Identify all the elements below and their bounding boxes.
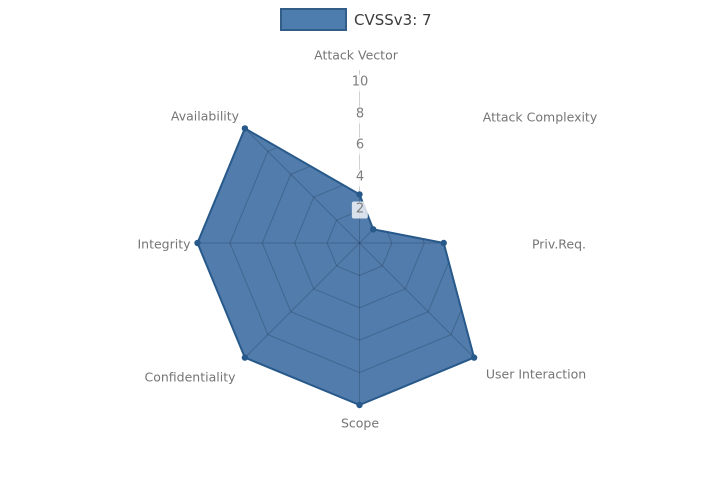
radial-tick-6: 6 <box>351 137 369 155</box>
axis-label-scope: Scope <box>340 415 380 431</box>
radial-tick-4: 4 <box>351 169 369 187</box>
axis-label-integrity: Integrity <box>137 236 191 252</box>
radial-tick-10: 10 <box>347 74 373 92</box>
legend-label: CVSSv3: 7 <box>354 10 432 29</box>
radial-tick-2: 2 <box>351 201 369 219</box>
legend-swatch <box>280 8 347 31</box>
legend: CVSSv3: 7 <box>280 8 432 31</box>
radial-tick-8: 8 <box>351 106 369 124</box>
axis-label-user-interaction: User Interaction <box>485 366 587 382</box>
axis-label-availability: Availability <box>170 108 240 124</box>
axis-label-confidentiality: Confidentiality <box>144 369 236 385</box>
axis-label-attack-complexity: Attack Complexity <box>482 109 598 125</box>
axis-label-priv-req: Priv.Req. <box>531 236 587 252</box>
axis-label-attack-vector: Attack Vector <box>314 47 398 63</box>
